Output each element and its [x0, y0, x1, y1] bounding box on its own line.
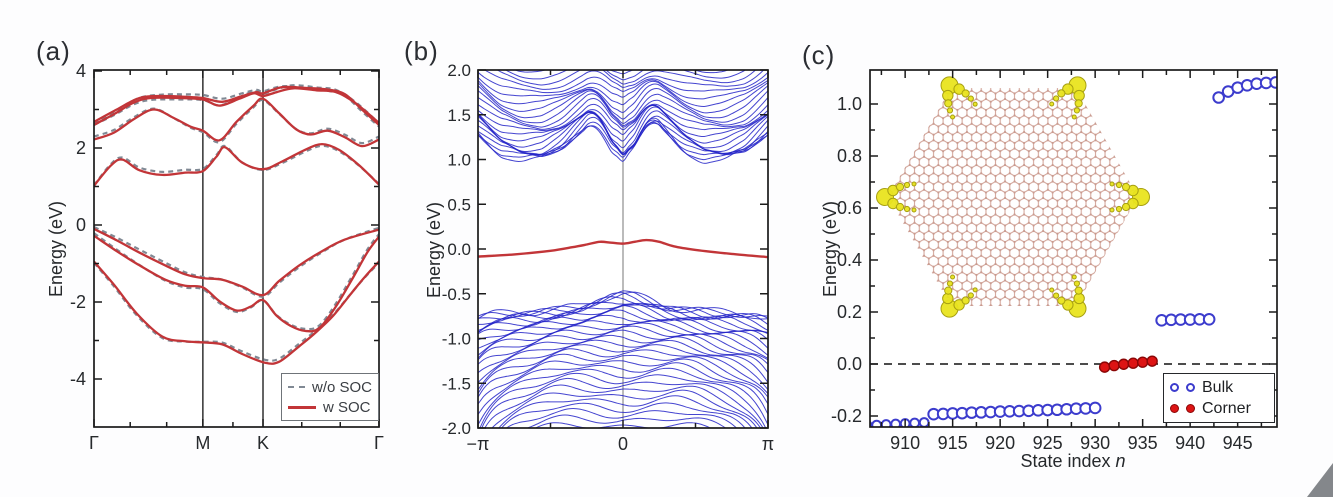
tick-label: K — [257, 433, 269, 453]
bulk-marker-icon — [1186, 383, 1195, 392]
corner-marker-icon — [1186, 404, 1195, 413]
panel-c: 1.0 0.8 0.6 0.4 0.2 0.0 -0.2 910 915 920 925 930 935… — [831, 69, 1278, 453]
tick-label: 940 — [1175, 433, 1205, 453]
solid-line-sample — [288, 405, 316, 409]
panel-c-legend: Bulk Corner — [1163, 373, 1275, 423]
panel-b-bands — [478, 70, 768, 428]
tick-label: 0.4 — [837, 250, 862, 270]
page-corner-curl — [1307, 463, 1333, 497]
panel-a-ylabel: Energy (eV) — [46, 200, 66, 298]
panel-a-label: (a) — [36, 36, 71, 66]
tick-label: -2 — [70, 292, 86, 312]
legend-label-w-soc: w SOC — [323, 398, 371, 416]
panel-c-xlabel: State index n — [973, 451, 1173, 472]
tick-label: 1.5 — [447, 106, 471, 125]
tick-label: 0.6 — [837, 198, 862, 218]
panel-c-xlabel-var: n — [1115, 451, 1126, 471]
tick-label: 0 — [76, 215, 86, 235]
tick-label: −π — [467, 434, 490, 454]
panel-c-label: (c) — [802, 40, 836, 70]
tick-label: Γ — [374, 433, 384, 453]
tick-label: 920 — [985, 433, 1015, 453]
tick-label: 4 — [76, 61, 86, 81]
panel-a: 4 2 0 -2 -4 Γ M K Γ — [70, 61, 384, 453]
tick-label: 0.0 — [447, 240, 471, 259]
legend-row-w-soc: w SOC — [288, 399, 372, 416]
tick-label: 2 — [76, 138, 86, 158]
tick-label: -4 — [70, 369, 86, 389]
tick-label: -0.5 — [442, 285, 471, 304]
tick-label: 0.5 — [447, 195, 471, 214]
panel-a-legend: w/o SOC w SOC — [281, 373, 379, 421]
panel-c-xlabel-text: State index — [1020, 451, 1111, 471]
tick-label: -1.0 — [442, 330, 471, 349]
series-corner — [1098, 355, 1158, 373]
legend-label-bulk: Bulk — [1202, 378, 1234, 396]
panel-b-label: (b) — [404, 36, 439, 66]
tick-label: π — [762, 434, 774, 454]
series-bulk — [870, 76, 1277, 427]
tick-label: -1.5 — [442, 374, 471, 393]
legend-row-corner: Corner — [1170, 400, 1268, 418]
legend-label-corner: Corner — [1202, 399, 1251, 417]
legend-row-bulk: Bulk — [1170, 379, 1268, 397]
tick-label: 945 — [1223, 433, 1253, 453]
panel-b-ylabel: Energy (eV) — [424, 201, 444, 299]
panel-a-bands — [94, 84, 379, 365]
tick-label: -2.0 — [442, 419, 471, 438]
tick-label: 930 — [1080, 433, 1110, 453]
tick-label: 2.0 — [447, 61, 471, 80]
corner-state-blobs — [876, 76, 1150, 318]
tick-label: 935 — [1128, 433, 1158, 453]
tick-label: 0.2 — [837, 302, 862, 322]
tick-label: Γ — [89, 433, 99, 453]
tick-label: 0.8 — [837, 146, 862, 166]
legend-row-wo-soc: w/o SOC — [288, 379, 372, 396]
legend-label-wo-soc: w/o SOC — [311, 378, 372, 396]
tick-label: 915 — [938, 433, 968, 453]
corner-marker-icon — [1170, 404, 1179, 413]
panel-b: 2.0 1.5 1.0 0.5 0.0 -0.5 -1.0 -1.5 -2.0−π 0 π — [442, 61, 775, 454]
tick-label: M — [195, 433, 210, 453]
dashed-line-sample — [288, 386, 305, 388]
tick-label: 0 — [618, 434, 628, 454]
tick-label: -0.2 — [831, 406, 862, 426]
bulk-marker-icon — [1170, 383, 1179, 392]
tick-label: 1.0 — [837, 94, 862, 114]
tick-label: 925 — [1033, 433, 1063, 453]
panel-c-ylabel: Energy (eV) — [820, 200, 840, 298]
tick-label: 0.0 — [837, 354, 862, 374]
tick-label: 910 — [890, 433, 920, 453]
tick-label: 1.0 — [447, 151, 471, 170]
